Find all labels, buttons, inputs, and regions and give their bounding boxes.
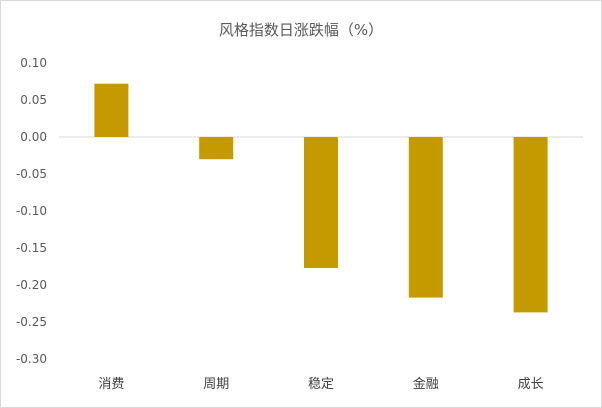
y-tick-label: -0.05 (16, 167, 47, 181)
y-tick-label: -0.10 (16, 204, 47, 218)
x-category-label: 成长 (518, 377, 544, 392)
y-tick-label: 0.05 (20, 93, 47, 107)
x-category-label: 稳定 (308, 376, 334, 392)
y-tick-label: -0.25 (16, 315, 47, 329)
bar-1 (94, 83, 129, 137)
y-tick-label: 0.00 (20, 130, 47, 144)
bar-5 (513, 137, 548, 313)
bars-group (94, 83, 548, 313)
y-tick-label: -0.15 (16, 241, 47, 255)
bar-3 (304, 137, 338, 268)
x-category-label: 周期 (203, 377, 229, 392)
y-tick-label: 0.10 (20, 56, 47, 70)
chart-title: 风格指数日涨跌幅（%） (219, 21, 383, 39)
y-tick-label: -0.30 (16, 352, 47, 366)
x-category-label: 金融 (413, 376, 439, 392)
y-tick-label: -0.20 (16, 278, 47, 292)
x-axis-labels: 消费 周期 稳定 金融 成长 (98, 376, 543, 392)
y-axis-ticks: 0.10 0.05 0.00 -0.05 -0.10 -0.15 -0.20 -0.25 -0.… (16, 56, 47, 366)
bar-4 (408, 137, 443, 298)
bar-2 (199, 137, 234, 160)
x-category-label: 消费 (98, 377, 124, 392)
